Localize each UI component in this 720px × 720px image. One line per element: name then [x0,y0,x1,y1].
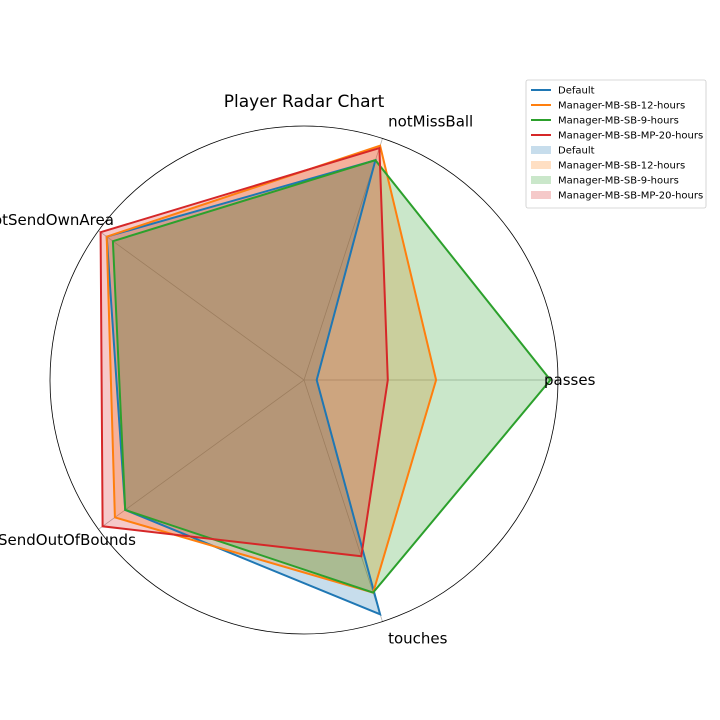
outer-circle [49,125,559,635]
legend-label-0: Default [558,86,595,97]
series-line-2 [111,159,552,594]
axis-labels: passes notMissBall notSendOwnArea notSendOu… [0,112,596,647]
legend-frame [525,79,707,209]
chart-title: Player Radar Chart [224,92,385,112]
axis-label-notMissBall: notMissBall [388,112,473,130]
legend-fill-swatch-7 [531,191,551,199]
series-line-3 [99,146,389,558]
series-lines [99,144,552,616]
legend-fill-swatch-4 [531,146,551,154]
series-fill-3 [100,148,388,557]
series-fill-0 [106,160,381,615]
axis-spoke-notSendOwnArea [98,230,305,381]
legend-fill-swatch-5 [531,161,551,169]
series-fill-2 [112,160,551,593]
axis-spoke-notSendOutOfBounds [98,379,305,530]
series-line-1 [105,144,438,594]
radar-grid [49,125,559,635]
axis-label-notSendOutOfBounds: notSendOutOfBounds [0,531,136,549]
legend: Default Manager-MB-SB-12-hours Manager-MB-… [525,79,707,209]
legend-label-7: Manager-MB-SB-MP-20-hours [558,191,703,202]
legend-label-5: Manager-MB-SB-12-hours [558,161,685,172]
legend-label-4: Default [558,146,595,157]
legend-label-2: Manager-MB-SB-9-hours [558,116,679,127]
legend-label-1: Manager-MB-SB-12-hours [558,101,685,112]
axis-spoke-touches [303,379,383,622]
axis-spoke-notMissBall [303,138,383,381]
series-line-0 [105,158,382,616]
axis-label-touches: touches [388,630,448,648]
axis-label-notSendOwnArea: notSendOwnArea [0,211,114,229]
series-fills [100,145,551,615]
legend-fill-swatch-6 [531,176,551,184]
legend-label-3: Manager-MB-SB-MP-20-hours [558,131,703,142]
series-fill-1 [106,145,437,593]
legend-label-6: Manager-MB-SB-9-hours [558,176,679,187]
axis-label-passes: passes [544,371,596,389]
